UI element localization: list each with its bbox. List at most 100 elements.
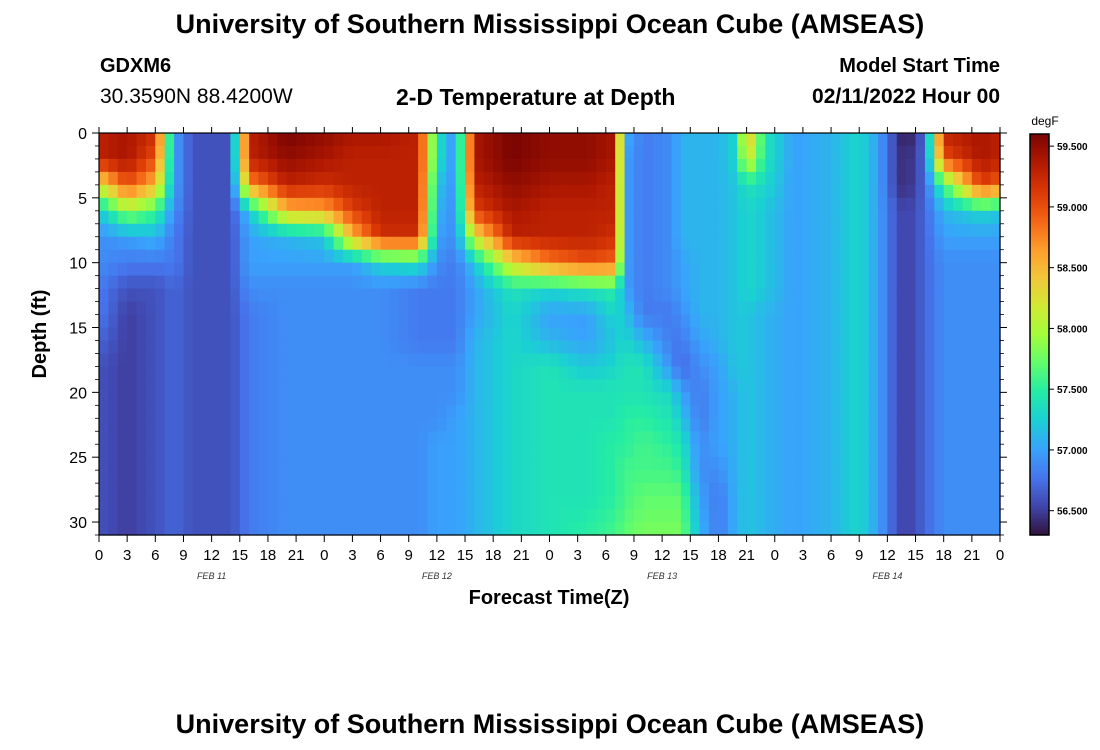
- heatmap-cell: [202, 392, 213, 406]
- heatmap-cell: [174, 249, 185, 264]
- heatmap-cell: [746, 418, 757, 432]
- heatmap-cell: [896, 210, 907, 225]
- heatmap-cell: [718, 470, 729, 484]
- heatmap-cell: [596, 392, 607, 406]
- heatmap-cell: [793, 496, 804, 510]
- heatmap-cell: [446, 496, 457, 510]
- heatmap-cell: [558, 184, 569, 199]
- heatmap-cell: [755, 314, 766, 329]
- heatmap-cell: [746, 353, 757, 368]
- heatmap-cell: [258, 210, 269, 225]
- heatmap-cell: [934, 366, 945, 380]
- heatmap-cell: [943, 379, 954, 393]
- heatmap-cell: [493, 340, 504, 355]
- heatmap-cell: [971, 262, 982, 277]
- heatmap-cell: [709, 145, 720, 160]
- heatmap-cell: [540, 301, 551, 316]
- heatmap-cell: [746, 522, 757, 536]
- heatmap-cell: [765, 236, 776, 251]
- heatmap-cell: [821, 522, 832, 536]
- heatmap-cell: [249, 483, 260, 497]
- heatmap-cell: [511, 340, 522, 355]
- heatmap-cell: [99, 496, 109, 510]
- x-tick-label: 0: [996, 547, 1004, 564]
- heatmap-cell: [474, 133, 485, 147]
- heatmap-cell: [389, 353, 400, 368]
- heatmap-cell: [352, 457, 363, 471]
- heatmap-cell: [343, 197, 354, 212]
- heatmap-cell: [765, 262, 776, 277]
- heatmap-cell: [249, 470, 260, 484]
- heatmap-cell: [465, 301, 476, 316]
- heatmap-cell: [868, 249, 879, 264]
- heatmap-cell: [164, 197, 175, 212]
- heatmap-cell: [577, 262, 588, 277]
- heatmap-cell: [136, 405, 147, 419]
- heatmap-cell: [427, 133, 438, 147]
- heatmap-cell: [249, 509, 260, 523]
- heatmap-cell: [662, 470, 673, 484]
- heatmap-cell: [286, 197, 297, 212]
- heatmap-cell: [558, 301, 569, 316]
- heatmap-cell: [868, 509, 879, 523]
- y-tick-label: 20: [69, 385, 87, 402]
- heatmap-cell: [662, 262, 673, 277]
- heatmap-cell: [605, 145, 616, 160]
- heatmap-cell: [755, 496, 766, 510]
- heatmap-cell: [296, 314, 307, 329]
- heatmap-cell: [258, 405, 269, 419]
- heatmap-cell: [418, 171, 429, 186]
- heatmap-cell: [183, 496, 194, 510]
- x-tick-label: 0: [545, 547, 553, 564]
- heatmap-cell: [521, 509, 532, 523]
- heatmap-cell: [671, 457, 682, 471]
- heatmap-cell: [221, 223, 231, 238]
- heatmap-cell: [483, 327, 494, 342]
- heatmap-cell: [314, 392, 325, 406]
- heatmap-cell: [558, 444, 569, 458]
- heatmap-cell: [943, 158, 954, 173]
- heatmap-cell: [549, 522, 560, 536]
- heatmap-cell: [718, 236, 729, 251]
- heatmap-cell: [718, 457, 729, 471]
- heatmap-cell: [709, 327, 720, 342]
- heatmap-cell: [615, 522, 626, 536]
- heatmap-cell: [371, 327, 382, 342]
- heatmap-cell: [793, 145, 804, 160]
- heatmap-cell: [887, 340, 898, 355]
- heatmap-cell: [652, 184, 663, 199]
- heatmap-cell: [953, 236, 964, 251]
- heatmap-cell: [174, 145, 185, 160]
- heatmap-cell: [465, 457, 476, 471]
- heatmap-cell: [286, 392, 297, 406]
- heatmap-cell: [755, 522, 766, 536]
- heatmap-cell: [352, 327, 363, 342]
- heatmap-cell: [521, 353, 532, 368]
- heatmap-cell: [239, 366, 250, 380]
- heatmap-cell: [802, 379, 813, 393]
- heatmap-cell: [446, 353, 457, 368]
- heatmap-cell: [596, 340, 607, 355]
- heatmap-cell: [361, 509, 372, 523]
- heatmap-cell: [465, 379, 476, 393]
- heatmap-cell: [962, 340, 973, 355]
- heatmap-cell: [981, 158, 992, 173]
- heatmap-cell: [493, 457, 504, 471]
- heatmap-cell: [511, 431, 522, 445]
- heatmap-cell: [502, 353, 513, 368]
- heatmap-cell: [587, 444, 598, 458]
- heatmap-cell: [953, 405, 964, 419]
- heatmap-cell: [877, 509, 888, 523]
- x-tick-label: 21: [288, 547, 305, 564]
- heatmap-cell: [427, 431, 438, 445]
- heatmap-cell: [840, 275, 851, 290]
- heatmap-cell: [192, 496, 203, 510]
- heatmap-cell: [418, 184, 429, 199]
- heatmap-cell: [906, 496, 917, 510]
- heatmap-cell: [877, 496, 888, 510]
- heatmap-cell: [493, 288, 504, 303]
- x-tick-label: 6: [151, 547, 159, 564]
- heatmap-cell: [145, 366, 156, 380]
- heatmap-cell: [117, 392, 128, 406]
- heatmap-cell: [662, 522, 673, 536]
